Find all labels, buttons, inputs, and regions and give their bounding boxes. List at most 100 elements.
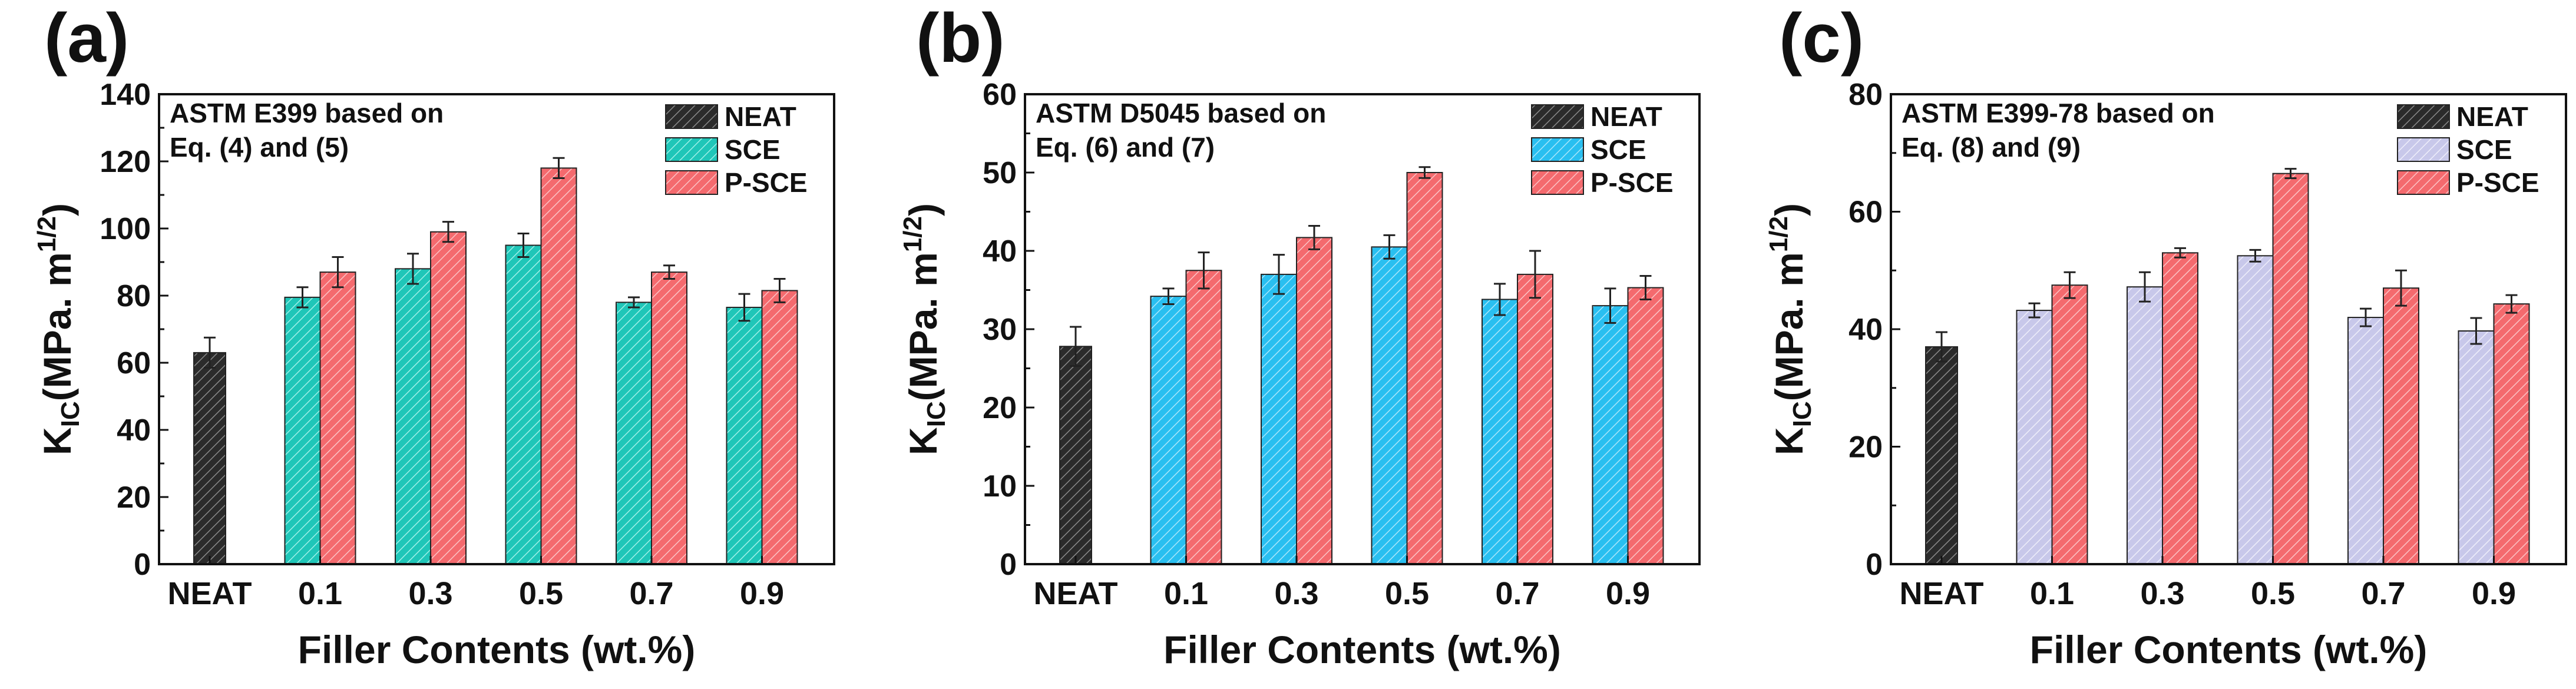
bar-p-sce (1406, 172, 1443, 565)
bar-p-sce (761, 290, 798, 565)
bar-sce (505, 244, 542, 565)
bar-p-sce (2272, 173, 2309, 565)
annotation-line: Eq. (4) and (5) (170, 132, 349, 163)
legend-swatch-sce (1531, 137, 1584, 162)
bar-p-sce (319, 271, 356, 565)
y-tick-label: 60 (117, 346, 151, 380)
x-tick-label: 0.5 (2251, 576, 2295, 611)
y-tick-label: 10 (983, 469, 1017, 504)
y-tick-label: 50 (983, 156, 1017, 190)
y-tick-label: 60 (1848, 196, 1883, 230)
bar-sce (284, 296, 321, 565)
panel-label: (b) (916, 0, 1005, 77)
y-tick-label: 100 (100, 212, 151, 246)
bar-p-sce (540, 167, 577, 565)
legend-swatch-p-sce (665, 170, 718, 195)
x-tick-label: 0.7 (629, 576, 673, 611)
legend-swatch-p-sce (2397, 170, 2450, 195)
y-tick-label: 20 (117, 481, 151, 515)
legend-label: SCE (1590, 134, 1646, 165)
x-axis-title: Filler Contents (wt.%) (298, 628, 696, 671)
annotation-line: ASTM D5045 based on (1036, 98, 1326, 128)
x-tick-label: 0.1 (298, 576, 342, 611)
y-tick-label: 120 (100, 145, 151, 179)
bar-sce (1261, 273, 1297, 565)
y-tick-label: 80 (1848, 78, 1883, 112)
x-tick-label: 0.3 (2140, 576, 2184, 611)
bar-p-sce (1627, 287, 1664, 565)
x-tick-label: 0.7 (2361, 576, 2405, 611)
bar-sce (2347, 317, 2384, 565)
legend-label: SCE (2456, 134, 2512, 165)
legend-swatch-neat (1531, 104, 1584, 129)
y-axis-title: KIC(MPa. m1/2) (898, 203, 951, 455)
x-tick-label: 0.3 (408, 576, 452, 611)
y-tick-label: 0 (1866, 548, 1883, 582)
chart-panel-3: (c) 0 20 40 60 80 NEAT 0.1 0.3 0.5 0.7 0.9 Filler Co… (1764, 0, 2567, 671)
x-tick-label: 0.1 (2030, 576, 2074, 611)
bar-p-sce (2162, 252, 2198, 565)
legend-label: NEAT (1590, 101, 1662, 132)
bar-sce (395, 268, 431, 565)
y-tick-label: 0 (134, 548, 151, 582)
bar-neat (1059, 346, 1092, 565)
bar-sce (1371, 246, 1408, 565)
y-tick-label: 140 (100, 78, 151, 112)
y-tick-label: 30 (983, 313, 1017, 347)
bar-neat (193, 352, 226, 565)
x-tick-label: 0.5 (1385, 576, 1429, 611)
chart-panel-2: (b) 0 10 20 30 40 50 60 NEAT 0.1 0.3 0.5 0.7 0.9 Fille… (898, 0, 1701, 671)
y-axis-title: KIC(MPa. m1/2) (32, 203, 85, 455)
bar-p-sce (651, 271, 687, 565)
legend-swatch-sce (665, 137, 718, 162)
x-axis-title: Filler Contents (wt.%) (1163, 628, 1561, 671)
bar-sce (2016, 310, 2053, 565)
bar-sce (2458, 330, 2495, 565)
x-tick-label: NEAT (1034, 576, 1118, 611)
y-tick-label: 0 (1000, 548, 1017, 582)
bar-p-sce (430, 231, 467, 565)
bar-sce (2127, 286, 2163, 565)
legend-label: NEAT (2456, 101, 2528, 132)
x-tick-label: 0.9 (1606, 576, 1650, 611)
x-tick-label: NEAT (168, 576, 252, 611)
x-tick-label: 0.3 (1274, 576, 1318, 611)
y-axis-title: KIC(MPa. m1/2) (1764, 203, 1817, 455)
bar-p-sce (1185, 270, 1222, 565)
x-tick-label: 0.1 (1164, 576, 1208, 611)
legend-swatch-neat (2397, 104, 2450, 129)
bar-p-sce (1517, 273, 1553, 565)
x-tick-label: 0.9 (740, 576, 784, 611)
bar-sce (1482, 299, 1518, 565)
bar-p-sce (2493, 303, 2530, 565)
bar-p-sce (2383, 287, 2419, 565)
legend-label: P-SCE (1590, 167, 1674, 198)
x-tick-label: 0.9 (2472, 576, 2516, 611)
annotation-line: Eq. (6) and (7) (1036, 132, 1215, 163)
bar-sce (1592, 305, 1629, 565)
bar-p-sce (1296, 237, 1332, 565)
legend-label: P-SCE (2456, 167, 2539, 198)
panel-label: (c) (1779, 0, 1864, 77)
panel-label: (a) (44, 0, 129, 77)
legend-label: SCE (725, 134, 781, 165)
x-axis-title: Filler Contents (wt.%) (2030, 628, 2428, 671)
bar-sce (2237, 255, 2274, 565)
annotation-line: ASTM E399-78 based on (1902, 98, 2215, 128)
bar-neat (1925, 346, 1958, 565)
y-tick-label: 60 (983, 78, 1017, 112)
y-tick-label: 20 (983, 391, 1017, 425)
legend-label: P-SCE (725, 167, 808, 198)
y-tick-label: 20 (1848, 430, 1883, 465)
x-tick-label: NEAT (1900, 576, 1984, 611)
legend-swatch-sce (2397, 137, 2450, 162)
bar-sce (616, 302, 652, 565)
chart-panel-1: (a) 0 20 40 60 80 100 120 140 NEAT 0.1 0.3 0.5 0.7 0.9… (32, 0, 835, 671)
x-tick-label: 0.7 (1495, 576, 1539, 611)
y-tick-label: 80 (117, 279, 151, 313)
y-tick-label: 40 (117, 413, 151, 448)
bar-p-sce (2051, 284, 2088, 565)
annotation-line: Eq. (8) and (9) (1902, 132, 2081, 163)
bar-sce (1150, 296, 1187, 565)
